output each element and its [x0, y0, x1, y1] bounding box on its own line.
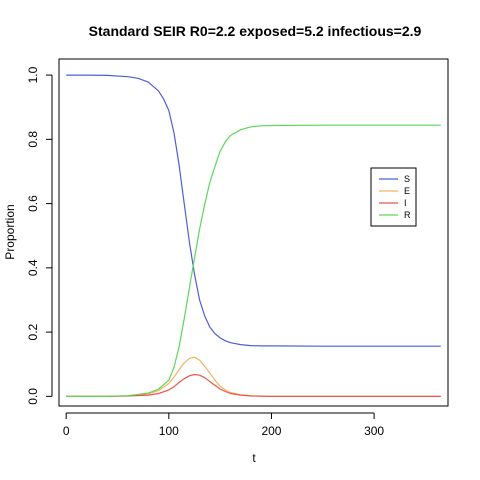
series-line-r — [66, 124, 441, 397]
y-tick-label: 0.2 — [26, 323, 40, 340]
x-tick-label: 300 — [364, 424, 384, 438]
legend: SEIR — [370, 167, 417, 227]
legend-label-e: E — [404, 186, 410, 196]
y-tick-label: 0.8 — [26, 131, 40, 148]
x-axis: 0 100 200 300 — [63, 412, 384, 438]
y-tick-label: 0.0 — [26, 388, 40, 405]
x-tick-label: 0 — [63, 424, 70, 438]
series-line-s — [66, 74, 441, 347]
y-axis: 0.0 0.2 0.4 0.6 0.8 1.0 — [26, 66, 53, 405]
plot-frame — [58, 58, 449, 407]
x-tick-label: 200 — [261, 424, 281, 438]
legend-box — [370, 167, 417, 227]
legend-label-s: S — [404, 174, 410, 184]
y-axis-label: Proportion — [3, 204, 17, 259]
y-tick-label: 0.6 — [26, 195, 40, 212]
x-axis-label: t — [252, 451, 256, 465]
y-tick-label: 0.4 — [26, 259, 40, 276]
x-tick-label: 100 — [159, 424, 179, 438]
legend-label-i: I — [404, 198, 407, 208]
y-tick-label: 1.0 — [26, 66, 40, 83]
series-line-i — [66, 373, 441, 397]
chart-title: Standard SEIR R0=2.2 exposed=5.2 infecti… — [89, 23, 422, 39]
series-layer — [66, 74, 441, 397]
legend-label-r: R — [404, 210, 411, 220]
